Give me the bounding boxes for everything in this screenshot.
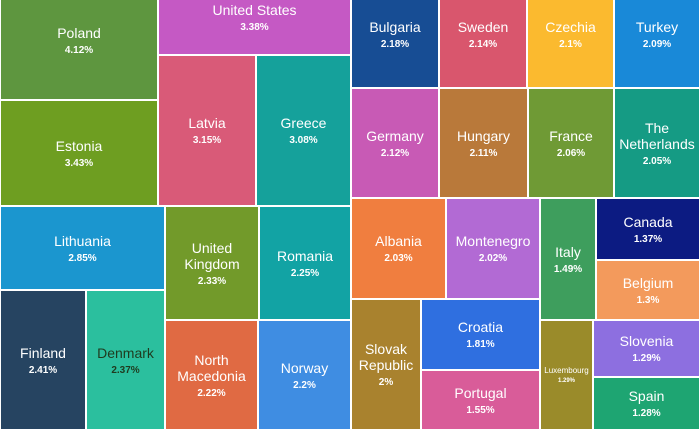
tile-label: Sweden (457, 18, 509, 35)
treemap-tile: Estonia 3.43% (0, 100, 158, 206)
tile-label: Poland (57, 24, 101, 41)
tile-value: 2.37% (111, 364, 140, 376)
treemap-tile: Slovenia 1.29% (593, 320, 700, 377)
tile-value: 2.25% (290, 267, 320, 279)
tile-value: 2.2% (293, 379, 316, 391)
tile-label: Estonia (55, 137, 103, 154)
tile-value: 1.29% (632, 353, 661, 364)
treemap-tile: Luxembourg 1.29% (540, 320, 593, 430)
tile-label: The Netherlands (619, 119, 695, 152)
treemap-tile: Romania 2.25% (259, 206, 351, 320)
treemap-tile: United States 3.38% (158, 0, 351, 55)
tile-value: 2.33% (197, 275, 227, 287)
tile-label: Hungary (457, 127, 510, 144)
treemap-tile: Canada 1.37% (596, 198, 700, 260)
treemap-tile: Denmark 2.37% (86, 290, 165, 430)
tile-label: United Kingdom (184, 239, 240, 272)
tile-value: 2.02% (478, 253, 508, 264)
treemap-tile: Albania 2.03% (351, 198, 446, 299)
treemap-tile: United Kingdom 2.33% (165, 206, 259, 320)
treemap-tile: France 2.06% (528, 88, 614, 198)
tile-value: 3.15% (192, 135, 222, 146)
tile-value: 2.12% (380, 147, 410, 159)
treemap-tile: The Netherlands 2.05% (614, 88, 700, 198)
tile-label: Portugal (454, 384, 507, 401)
treemap-tile: Montenegro 2.02% (446, 198, 540, 299)
tile-label: Lithuania (54, 232, 111, 249)
treemap-tile: Belgium 1.3% (596, 260, 700, 320)
tile-value: 2.03% (384, 253, 413, 264)
treemap-tile: Czechia 2.1% (527, 0, 614, 88)
tile-label: Czechia (545, 18, 596, 35)
tile-value: 1.37% (633, 233, 663, 245)
treemap-tile: Slovak Republic 2% (351, 299, 421, 430)
treemap-tile: Poland 4.12% (0, 0, 158, 100)
tile-label: Latvia (188, 115, 226, 131)
tile-value: 3.08% (289, 135, 318, 146)
treemap-tile: Greece 3.08% (256, 55, 351, 206)
tile-label: Spain (628, 388, 665, 404)
tile-label: United States (212, 2, 297, 18)
tile-label: Slovenia (619, 333, 674, 349)
tile-label: France (549, 127, 593, 144)
tile-label: Finland (20, 344, 66, 361)
tile-label: Greece (280, 115, 327, 131)
tile-value: 2.06% (556, 147, 586, 159)
treemap-tile: Latvia 3.15% (158, 55, 256, 206)
tile-label: Denmark (97, 344, 154, 361)
tile-label: Croatia (457, 319, 504, 335)
tile-label: North Macedonia (177, 351, 246, 384)
tile-label: Albania (375, 233, 422, 249)
tile-value: 2.22% (197, 387, 226, 399)
tile-label: Canada (623, 213, 673, 230)
treemap-tile: North Macedonia 2.22% (165, 320, 258, 430)
tile-value: 1.49% (553, 263, 583, 275)
treemap-tile: Hungary 2.11% (439, 88, 528, 198)
tile-value: 2.09% (642, 38, 672, 50)
tile-value: 2.14% (468, 38, 498, 50)
tile-label: Italy (555, 243, 581, 260)
treemap-tile: Croatia 1.81% (421, 299, 540, 370)
treemap-tile: Norway 2.2% (258, 320, 351, 430)
tile-value: 2% (378, 377, 394, 388)
treemap-tile: Finland 2.41% (0, 290, 86, 430)
tile-value: 1.81% (466, 339, 495, 350)
tile-value: 2.05% (642, 155, 672, 167)
tile-value: 3.43% (64, 157, 94, 169)
treemap-tile: Bulgaria 2.18% (351, 0, 439, 88)
tile-value: 1.3% (636, 294, 660, 306)
tile-label: Bulgaria (369, 18, 421, 35)
tile-value: 4.12% (64, 44, 94, 56)
tile-value: 2.1% (559, 38, 582, 50)
treemap-tile: Germany 2.12% (351, 88, 439, 198)
tile-label: Luxembourg (544, 366, 589, 375)
tile-value: 1.29% (557, 378, 575, 384)
treemap-tile: Sweden 2.14% (439, 0, 527, 88)
tile-value: 1.28% (632, 408, 661, 419)
tile-value: 3.38% (240, 22, 269, 33)
treemap-tile: Lithuania 2.85% (0, 206, 165, 290)
tile-value: 2.11% (469, 147, 498, 159)
tile-value: 2.41% (28, 364, 58, 376)
treemap-tile: Portugal 1.55% (421, 370, 540, 430)
tile-label: Belgium (622, 274, 674, 291)
tile-value: 2.18% (380, 38, 410, 50)
tile-value: 2.85% (68, 252, 97, 264)
tile-label: Germany (366, 127, 424, 144)
tile-label: Turkey (635, 18, 679, 35)
treemap-tile: Italy 1.49% (540, 198, 596, 320)
tile-label: Romania (276, 247, 334, 264)
tile-label: Montenegro (455, 233, 531, 249)
tile-label: Norway (280, 359, 329, 376)
tile-label: Slovak Republic (358, 341, 414, 373)
treemap-tile: Turkey 2.09% (614, 0, 700, 88)
tile-value: 1.55% (466, 404, 495, 416)
treemap-tile: Spain 1.28% (593, 377, 700, 430)
